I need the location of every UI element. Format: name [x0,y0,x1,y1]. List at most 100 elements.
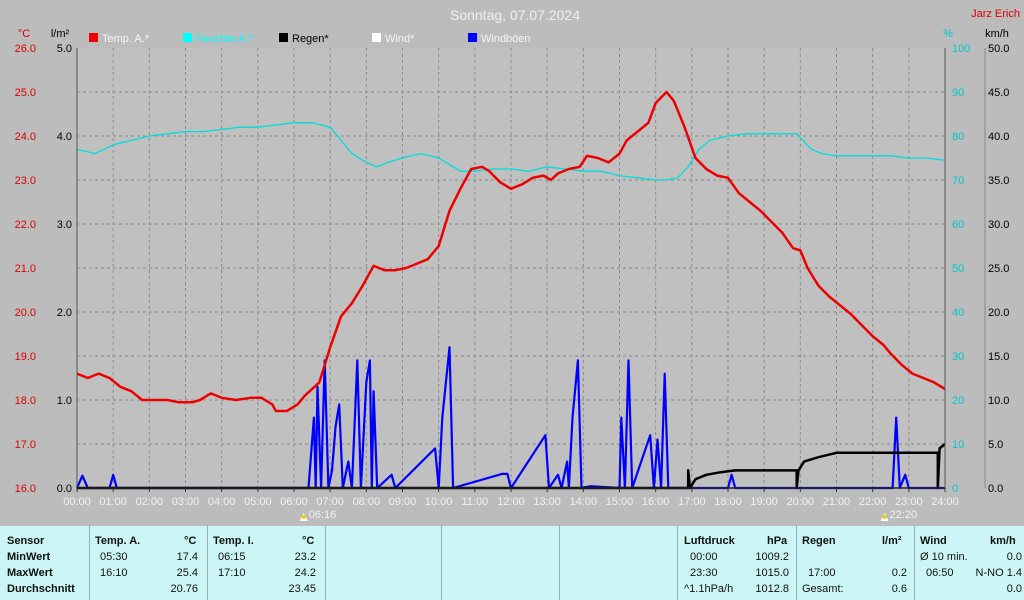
rain-max-time: 17:00 [808,567,836,579]
temp-a-unit: °C [184,535,197,547]
x-tick-label: 05:00 [244,496,272,508]
series-line-windben [75,346,945,490]
wind-axis-tick-label: 10.0 [988,395,1009,407]
temp-axis-tick-label: 20.0 [15,307,36,319]
temp-i-min-val: 23.2 [294,551,316,563]
rain-axis-tick-label: 4.0 [57,131,72,143]
wind-header: Wind [920,535,947,547]
temp-axis-tick-label: 22.0 [15,219,36,231]
temp-a-header: Temp. A. [95,535,141,547]
x-tick-label: 20:00 [787,496,815,508]
wind-max-time: 06:50 [926,567,954,579]
row-label-max: MaxWert [7,567,53,579]
temp-axis-tick-label: 16.0 [15,483,36,495]
rain-axis-tick-label: 3.0 [57,219,72,231]
sun-marker-label: 22:20 [890,509,918,521]
temp-i-max-time: 17:10 [218,567,246,579]
x-tick-label: 18:00 [714,496,742,508]
rain-axis-tick-label: 2.0 [57,307,72,319]
pressure-unit: hPa [767,535,788,547]
humidity-axis-tick-label: 70 [952,175,964,187]
rain-total-label: Gesamt: [802,583,844,595]
x-tick-label: 02:00 [136,496,164,508]
series-line-tempa [76,90,946,413]
humidity-axis-tick-label: 50 [952,263,964,275]
x-tick-label: 17:00 [678,496,706,508]
temp-axis-unit: °C [18,28,30,40]
x-tick-label: 19:00 [750,496,778,508]
wind-axis-tick-label: 5.0 [988,439,1003,451]
wind-axis-tick-label: 25.0 [988,263,1009,275]
x-tick-label: 00:00 [63,496,91,508]
sun-dot [301,515,306,519]
x-tick-label: 13:00 [533,496,561,508]
humidity-axis-tick-label: 30 [952,351,964,363]
wind-axis-tick-label: 20.0 [988,307,1009,319]
temp-axis-tick-label: 17.0 [15,439,36,451]
temp-i-header: Temp. I. [213,535,254,547]
wind-axis-tick-label: 50.0 [988,43,1009,55]
wind-axis-tick-label: 45.0 [988,87,1009,99]
axes: 00:00 01:00 02:00 03:00 04:00 05:00 06:00 07:00… [15,28,1009,521]
x-tick-label: 15:00 [606,496,634,508]
wind-axis-unit: km/h [985,28,1009,40]
rain-unit: l/m² [882,535,902,547]
x-tick-label: 23:00 [895,496,923,508]
x-tick-label: 16:00 [642,496,670,508]
humidity-axis-tick-label: 90 [952,87,964,99]
wind-avg-val: 0.0 [1006,583,1022,595]
temp-a-avg-val: 20.76 [170,583,198,595]
humidity-axis-tick-label: 20 [952,395,964,407]
temp-i-avg-val: 23.45 [288,583,316,595]
legend-swatch [89,33,98,42]
temp-axis-tick-label: 21.0 [15,263,36,275]
wind-avg10-label: Ø 10 min. [920,551,968,563]
pressure-max-time: 23:30 [690,567,718,579]
series-layer [75,90,946,490]
x-tick-label: 21:00 [823,496,851,508]
pressure-max-val: 1015.0 [755,567,789,579]
x-tick-label: 08:00 [353,496,381,508]
wind-axis-tick-label: 15.0 [988,351,1009,363]
humidity-axis-tick-label: 10 [952,439,964,451]
temp-axis-tick-label: 23.0 [15,175,36,187]
sensor-header: Sensor [7,535,45,547]
humidity-axis-tick-label: 60 [952,219,964,231]
wind-max-val: N-NO 1.4 [975,567,1022,579]
x-tick-label: 04:00 [208,496,236,508]
x-tick-label: 06:00 [280,496,308,508]
wind-axis-tick-label: 0.0 [988,483,1003,495]
legend-label: Temp. A.* [102,33,150,45]
pressure-min-time: 00:00 [690,551,718,563]
rain-axis-unit: l/m² [51,28,70,40]
pressure-min-val: 1009.2 [755,551,789,563]
legend-label: Windböen [481,33,531,45]
legend-label: Regen* [292,33,329,45]
wind-axis-tick-label: 35.0 [988,175,1009,187]
legend-label: Wind* [385,33,415,45]
chart-title: Sonntag, 07.07.2024 [450,7,580,23]
corner-label: Jarz Erich [971,8,1020,20]
legend-swatch [279,33,288,42]
rain-axis-tick-label: 1.0 [57,395,72,407]
legend-swatch [183,33,192,42]
temp-a-max-val: 25.4 [176,567,198,579]
sun-dot [882,515,887,519]
wind-axis-tick-label: 40.0 [988,131,1009,143]
weather-chart: 00:00 01:00 02:00 03:00 04:00 05:00 06:00 07:00… [14,7,1020,521]
rain-axis-tick-label: 0.0 [57,483,72,495]
x-tick-label: 22:00 [859,496,887,508]
x-tick-label: 24:00 [931,496,959,508]
temp-i-max-val: 24.2 [294,567,316,579]
pressure-trend: ^1.1hPa/h [684,583,734,595]
temp-i-unit: °C [302,535,315,547]
temp-axis-tick-label: 25.0 [15,87,36,99]
legend-swatch [372,33,381,42]
humidity-axis-tick-label: 80 [952,131,964,143]
temp-axis-tick-label: 24.0 [15,131,36,143]
humidity-axis-unit: % [943,28,953,40]
temp-axis-tick-label: 26.0 [15,43,36,55]
sun-marker-label: 06:16 [309,509,337,521]
temp-i-min-time: 06:15 [218,551,246,563]
rain-total-val: 0.6 [891,583,907,595]
